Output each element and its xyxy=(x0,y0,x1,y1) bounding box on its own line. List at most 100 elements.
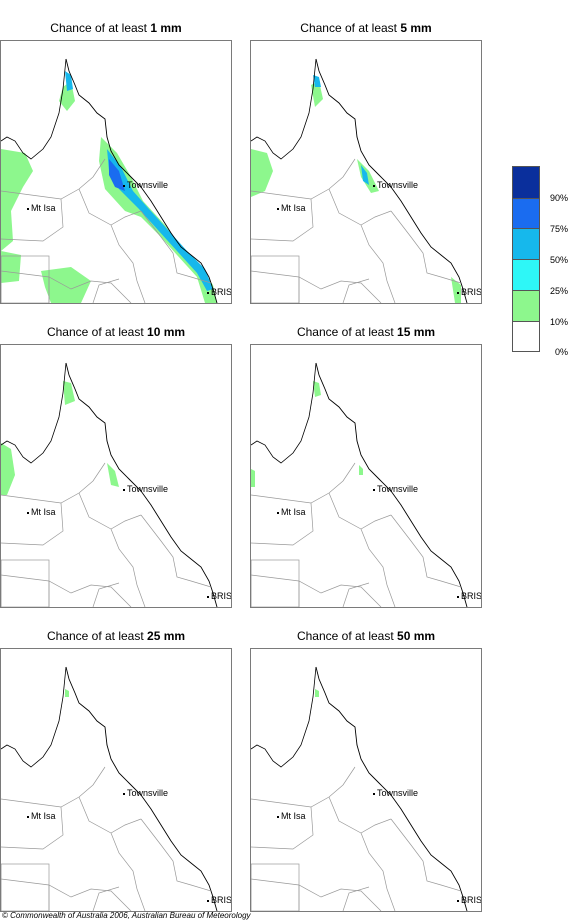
townsville-label: Townsville xyxy=(123,484,168,494)
mt-isa-label: Mt Isa xyxy=(27,507,56,517)
region-border xyxy=(92,582,120,607)
panel-title: Chance of at least 50 mm xyxy=(250,628,482,644)
region-border xyxy=(251,198,314,242)
region-border xyxy=(328,492,392,530)
probability-region xyxy=(107,463,119,487)
town-marker xyxy=(123,488,125,491)
region-border xyxy=(1,806,64,850)
probability-region xyxy=(65,689,69,697)
town-name: Townsville xyxy=(377,788,419,798)
probability-region xyxy=(313,381,321,397)
legend-swatch-0 xyxy=(513,322,539,351)
town-marker xyxy=(457,291,459,294)
region-border xyxy=(328,188,392,226)
bris-label: BRIS xyxy=(207,591,231,601)
town-marker xyxy=(373,488,375,491)
region-border xyxy=(390,210,462,284)
town-name: Mt Isa xyxy=(281,203,306,213)
legend-color-bar xyxy=(512,166,540,352)
panel-title-amount: 15 mm xyxy=(397,325,436,339)
town-marker xyxy=(373,792,375,795)
queensland-map xyxy=(251,666,468,911)
region-border xyxy=(251,766,356,808)
coastline xyxy=(315,362,468,607)
probability-region xyxy=(63,381,75,405)
queensland-map xyxy=(251,362,468,607)
panel-title-amount: 1 mm xyxy=(150,21,182,35)
panel-title: Chance of at least 15 mm xyxy=(250,324,482,340)
town-marker xyxy=(373,184,375,187)
panel-title: Chance of at least 1 mm xyxy=(0,20,232,36)
inset-box xyxy=(1,863,50,911)
bris-label: BRIS xyxy=(457,591,482,601)
town-marker xyxy=(27,207,29,210)
inset-box xyxy=(251,255,300,303)
map-frame: Townsville Mt Isa BRIS xyxy=(250,344,482,608)
town-marker xyxy=(277,815,279,818)
mt-isa-label: Mt Isa xyxy=(27,203,56,213)
region-border xyxy=(342,582,370,607)
inset-box xyxy=(251,863,300,911)
town-name: Townsville xyxy=(127,180,169,190)
town-marker xyxy=(207,595,209,598)
gulf-coastline xyxy=(1,58,67,160)
legend-label-25: 25% xyxy=(549,286,568,296)
panel-title-prefix: Chance of at least xyxy=(296,325,398,339)
region-border xyxy=(342,278,370,303)
map-frame: Townsville Mt Isa BRIS xyxy=(250,648,482,912)
region-border xyxy=(251,878,382,911)
panel-title-prefix: Chance of at least xyxy=(296,629,398,643)
region-border xyxy=(1,878,132,911)
inset-box xyxy=(1,559,50,607)
probability-region xyxy=(451,277,461,303)
townsville-label: Townsville xyxy=(373,788,418,798)
region-border xyxy=(360,224,396,303)
region-border xyxy=(92,278,120,303)
legend-swatch-10 xyxy=(513,291,539,322)
town-name: BRIS xyxy=(461,591,482,601)
gulf-coastline xyxy=(1,362,67,464)
probability-region xyxy=(359,465,363,475)
townsville-label: Townsville xyxy=(373,484,418,494)
legend-label-0: 0% xyxy=(554,347,568,357)
probability-region xyxy=(361,165,369,185)
map-frame: Townsville Mt Isa BRIS xyxy=(0,40,232,304)
region-border xyxy=(251,270,382,303)
panel-title-amount: 10 mm xyxy=(147,325,186,339)
queensland-map xyxy=(1,362,218,607)
town-name: Mt Isa xyxy=(31,203,56,213)
region-border xyxy=(78,796,142,834)
mt-isa-label: Mt Isa xyxy=(277,507,306,517)
coastline xyxy=(315,58,468,303)
town-marker xyxy=(123,184,125,187)
region-border xyxy=(1,574,132,607)
town-name: BRIS xyxy=(211,287,232,297)
map-frame: Townsville Mt Isa BRIS xyxy=(0,344,232,608)
region-border xyxy=(328,796,392,834)
gulf-coastline xyxy=(251,666,317,768)
coastline xyxy=(65,362,218,607)
legend-swatch-75 xyxy=(513,199,539,229)
panel-title-amount: 50 mm xyxy=(397,629,436,643)
region-border xyxy=(1,462,106,504)
town-name: Townsville xyxy=(127,484,169,494)
town-name: BRIS xyxy=(461,895,482,905)
town-name: BRIS xyxy=(211,895,232,905)
probability-region xyxy=(1,149,33,251)
queensland-map xyxy=(1,58,218,303)
bris-label: BRIS xyxy=(207,895,232,905)
region-border xyxy=(360,528,396,607)
queensland-map xyxy=(251,58,468,303)
legend-swatch-50 xyxy=(513,229,539,260)
gulf-coastline xyxy=(1,666,67,768)
probability-region xyxy=(311,81,323,107)
gulf-coastline xyxy=(251,58,317,160)
mt-isa-label: Mt Isa xyxy=(277,203,306,213)
region-border xyxy=(251,502,314,546)
coastline xyxy=(65,666,218,911)
legend-label-50: 50% xyxy=(549,255,568,265)
probability-region xyxy=(1,443,15,495)
region-border xyxy=(92,886,120,911)
probability-region xyxy=(1,251,21,283)
town-marker xyxy=(457,899,459,902)
